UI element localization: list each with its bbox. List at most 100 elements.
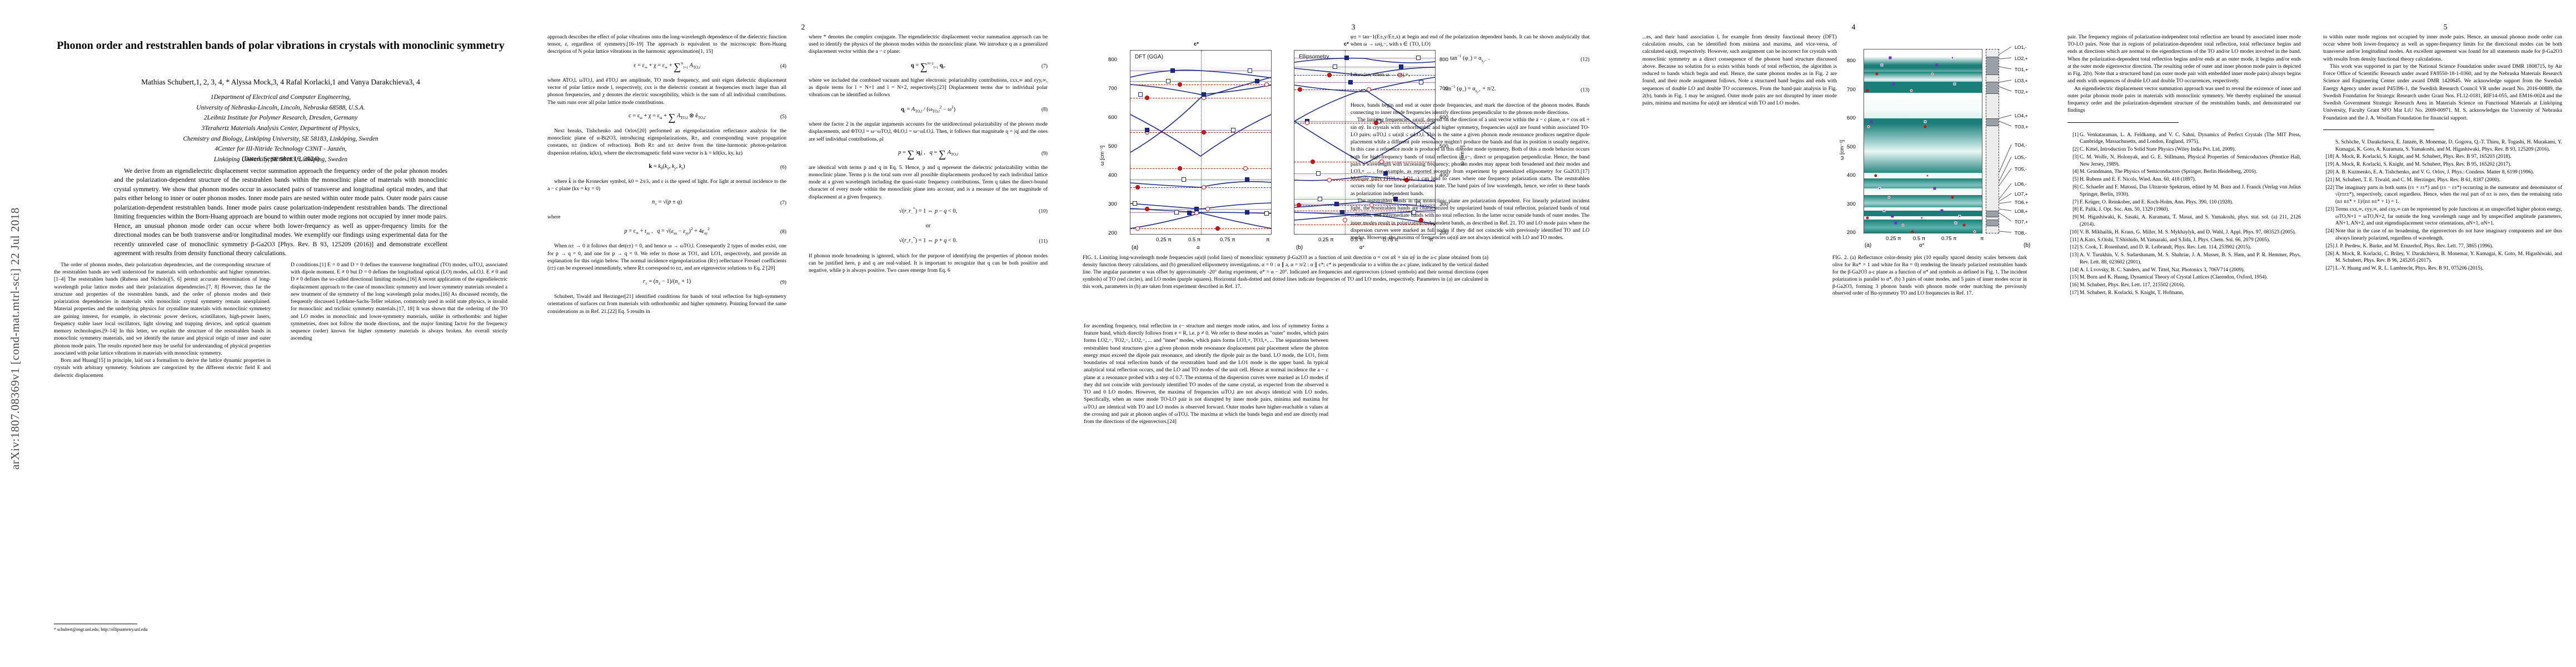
y-tick: 700 xyxy=(1847,87,1856,93)
abstract: We derive from an eigendielectric displa… xyxy=(114,167,447,257)
paragraph: approach describes the effect of polar v… xyxy=(547,34,786,55)
y-tick: 800 xyxy=(1847,58,1856,64)
lo-marker-filled xyxy=(1334,202,1339,206)
reference-item: [18] A. Mock, R. Korlacki, S. Knight, and… xyxy=(2323,153,2562,161)
equation-tag: (7) xyxy=(780,200,786,206)
reference-text: Terms εxx,∞, εyy,∞, and εxy,∞ can be rep… xyxy=(2335,206,2562,227)
to-marker-filled xyxy=(1418,218,1423,222)
mode-label-lo5: LO5,- xyxy=(2015,155,2027,160)
to-marker-filled xyxy=(1951,196,1954,199)
reference-text: C. Schaefer and F. Matossi, Das Ultrarot… xyxy=(2080,185,2301,197)
lo-marker-open xyxy=(1264,211,1269,216)
equation-11-or: or xyxy=(925,223,931,230)
reference-item: [1] G. Venkataraman, L. A. Feldkamp, and … xyxy=(2067,132,2301,146)
figure1-y-axis-label: ω [cm⁻¹] xyxy=(1099,145,1105,166)
x-axis-label-b: α* xyxy=(1359,245,1365,251)
equation-tag: (4) xyxy=(780,63,786,69)
reference-text: G. Venkataraman, L. A. Feldkamp, and V. … xyxy=(2080,132,2301,145)
to-marker-open xyxy=(1135,226,1140,231)
lo-marker-filled xyxy=(1254,79,1259,83)
y-tick: 300 xyxy=(1108,201,1117,207)
reference-number: [21] xyxy=(2325,177,2334,183)
y-tick: 300 xyxy=(1847,201,1856,207)
lo-marker-filled xyxy=(1393,197,1398,201)
lo-marker-filled xyxy=(1933,187,1936,190)
reference-item: [26] A. Mock, R. Korlacki, C. Briley, V. … xyxy=(2323,251,2562,265)
to-marker-open xyxy=(1201,185,1206,190)
reference-number: [23] xyxy=(2325,206,2334,212)
lo-line xyxy=(1294,199,1435,200)
y-tick: 200 xyxy=(1108,230,1117,236)
reference-item: [15] M. Born and K. Huang, Dynamical Theo… xyxy=(2067,274,2301,281)
to-marker-filled xyxy=(1135,185,1140,190)
reference-number: [22] xyxy=(2325,185,2334,191)
panel-a-title: DFT (GGA) xyxy=(1135,54,1163,60)
lo-marker-filled xyxy=(1894,221,1897,225)
equation-12: tan−1 (φ−) = αsj,− . (12) xyxy=(1450,54,1590,64)
reference-item: [7] F. Krüger, O. Reinkober, and E. Koch-… xyxy=(2067,199,2301,206)
date-line: (Dated: September 16, 2024) xyxy=(242,155,320,162)
x-tick: 0.75 π xyxy=(1941,236,1957,242)
reference-number: [8] xyxy=(2072,207,2079,213)
lo-marker-filled xyxy=(1383,171,1388,176)
to-marker-open xyxy=(1887,196,1891,199)
page2-column-right: where * denotes the complex conjugate. T… xyxy=(809,33,1048,274)
reference-text: H. Rubens and E. F. Nicols, Wied. Ann. 6… xyxy=(2080,177,2196,183)
paragraph: An eigendielectric displacement vector s… xyxy=(2067,85,2301,114)
reference-item: [20] A. B. Kuzmenko, E. A. Tishchenko, an… xyxy=(2323,169,2562,176)
reference-text: The imaginary parts in both sums (r± + r… xyxy=(2335,185,2562,205)
reference-number: [2] xyxy=(2072,147,2079,153)
paragraph: where the factor 2 in the angular argume… xyxy=(809,121,1048,142)
paragraph: Next breaks, Tishchenko and Orlov[20] pe… xyxy=(547,127,786,156)
equation-13: tan−1 (φ+) = αsj,+ + π/2. (13) xyxy=(1444,84,1590,95)
page-title: Phonon order and reststrahlen bands of p… xyxy=(57,39,505,52)
page-number: 4 xyxy=(1851,23,1856,32)
equation-3: k = k0(kx, ky, kz) (6) xyxy=(649,163,786,171)
y-tick: 300 xyxy=(1439,201,1448,207)
reference-text: F. Krüger, O. Reinkober, and E. Koch-Hol… xyxy=(2080,199,2233,205)
paragraph: where k̂ is the Kronecker symbol, k0 = 2… xyxy=(547,178,786,192)
lo-marker-open xyxy=(1878,187,1881,190)
page1-column-left: The order of phonon modes, their polariz… xyxy=(54,261,271,379)
cstar-dashed-line xyxy=(1200,51,1202,234)
equation-tag: (8) xyxy=(780,228,786,235)
mode-label-to8: TO8,- xyxy=(2015,230,2027,236)
lo-marker-open xyxy=(1138,92,1143,97)
lo-marker-open xyxy=(1418,80,1423,84)
affiliation-line: 3Terahertz Materials Analysis Center, De… xyxy=(201,125,360,132)
affiliation-line: Chemistry and Biology, Linköping Univers… xyxy=(183,135,378,142)
mode-label-to4: TO4,- xyxy=(2015,142,2027,148)
reference-text: V. B. Mikhailik, H. Kraus, G. Miller, M.… xyxy=(2080,229,2296,235)
equation-tag: (5) xyxy=(780,113,786,120)
to-line xyxy=(1130,132,1271,133)
lo-marker-filled xyxy=(1187,211,1192,215)
lo-marker-open xyxy=(1954,221,1957,225)
to-marker-filled xyxy=(1298,87,1303,92)
affiliation-line: University of Nebraska-Lincoln, Lincoln,… xyxy=(196,104,365,111)
to-marker-filled xyxy=(1145,96,1150,100)
to-marker-filled xyxy=(1327,73,1332,77)
reference-item: [6] C. Schaefer and F. Matossi, Das Ultra… xyxy=(2067,184,2301,198)
mode-label-to1: TO1,+ xyxy=(2015,67,2028,72)
equation-tag: (9) xyxy=(1041,150,1048,157)
page-number: 5 xyxy=(2443,23,2448,32)
to-marker-filled xyxy=(1866,89,1869,92)
reference-list-continued: S. Schöche, V. Darakchieva, E. Janzén, B… xyxy=(2323,139,2562,272)
reference-text: J. P. Perdew, K. Burke, and M. Ernzerhof… xyxy=(2335,243,2493,249)
cstar-label-b: c* xyxy=(1344,41,1349,47)
to-marker-filled xyxy=(1911,230,1914,233)
to-marker-open xyxy=(1867,125,1870,128)
y-tick: 600 xyxy=(1847,115,1856,121)
to-marker-filled xyxy=(1177,166,1182,171)
lo-marker-filled xyxy=(1145,128,1150,132)
lo-marker-filled xyxy=(1348,80,1353,84)
page2-column-left: approach describes the effect of polar v… xyxy=(547,33,786,315)
reference-text: A. I. Lvovsky, B. C. Sanders, and W. Tit… xyxy=(2080,267,2245,273)
page-4: 4 ...es, and their band association l, f… xyxy=(1637,0,2059,667)
reference-item: [13] A. V. Turukhin, V. S. Sudarshanam, M… xyxy=(2067,252,2301,266)
lo-marker-open xyxy=(1333,64,1338,69)
reference-item: [8] E. Palik, J. Opt. Soc. Am. 50, 1329 (… xyxy=(2067,206,2301,213)
x-tick: 0.25 π xyxy=(1156,237,1172,243)
y-tick: 600 xyxy=(1108,115,1117,121)
figure-2-plot: ω [cm⁻¹] 200 300 400 500 600 700 800 xyxy=(1832,32,2055,255)
